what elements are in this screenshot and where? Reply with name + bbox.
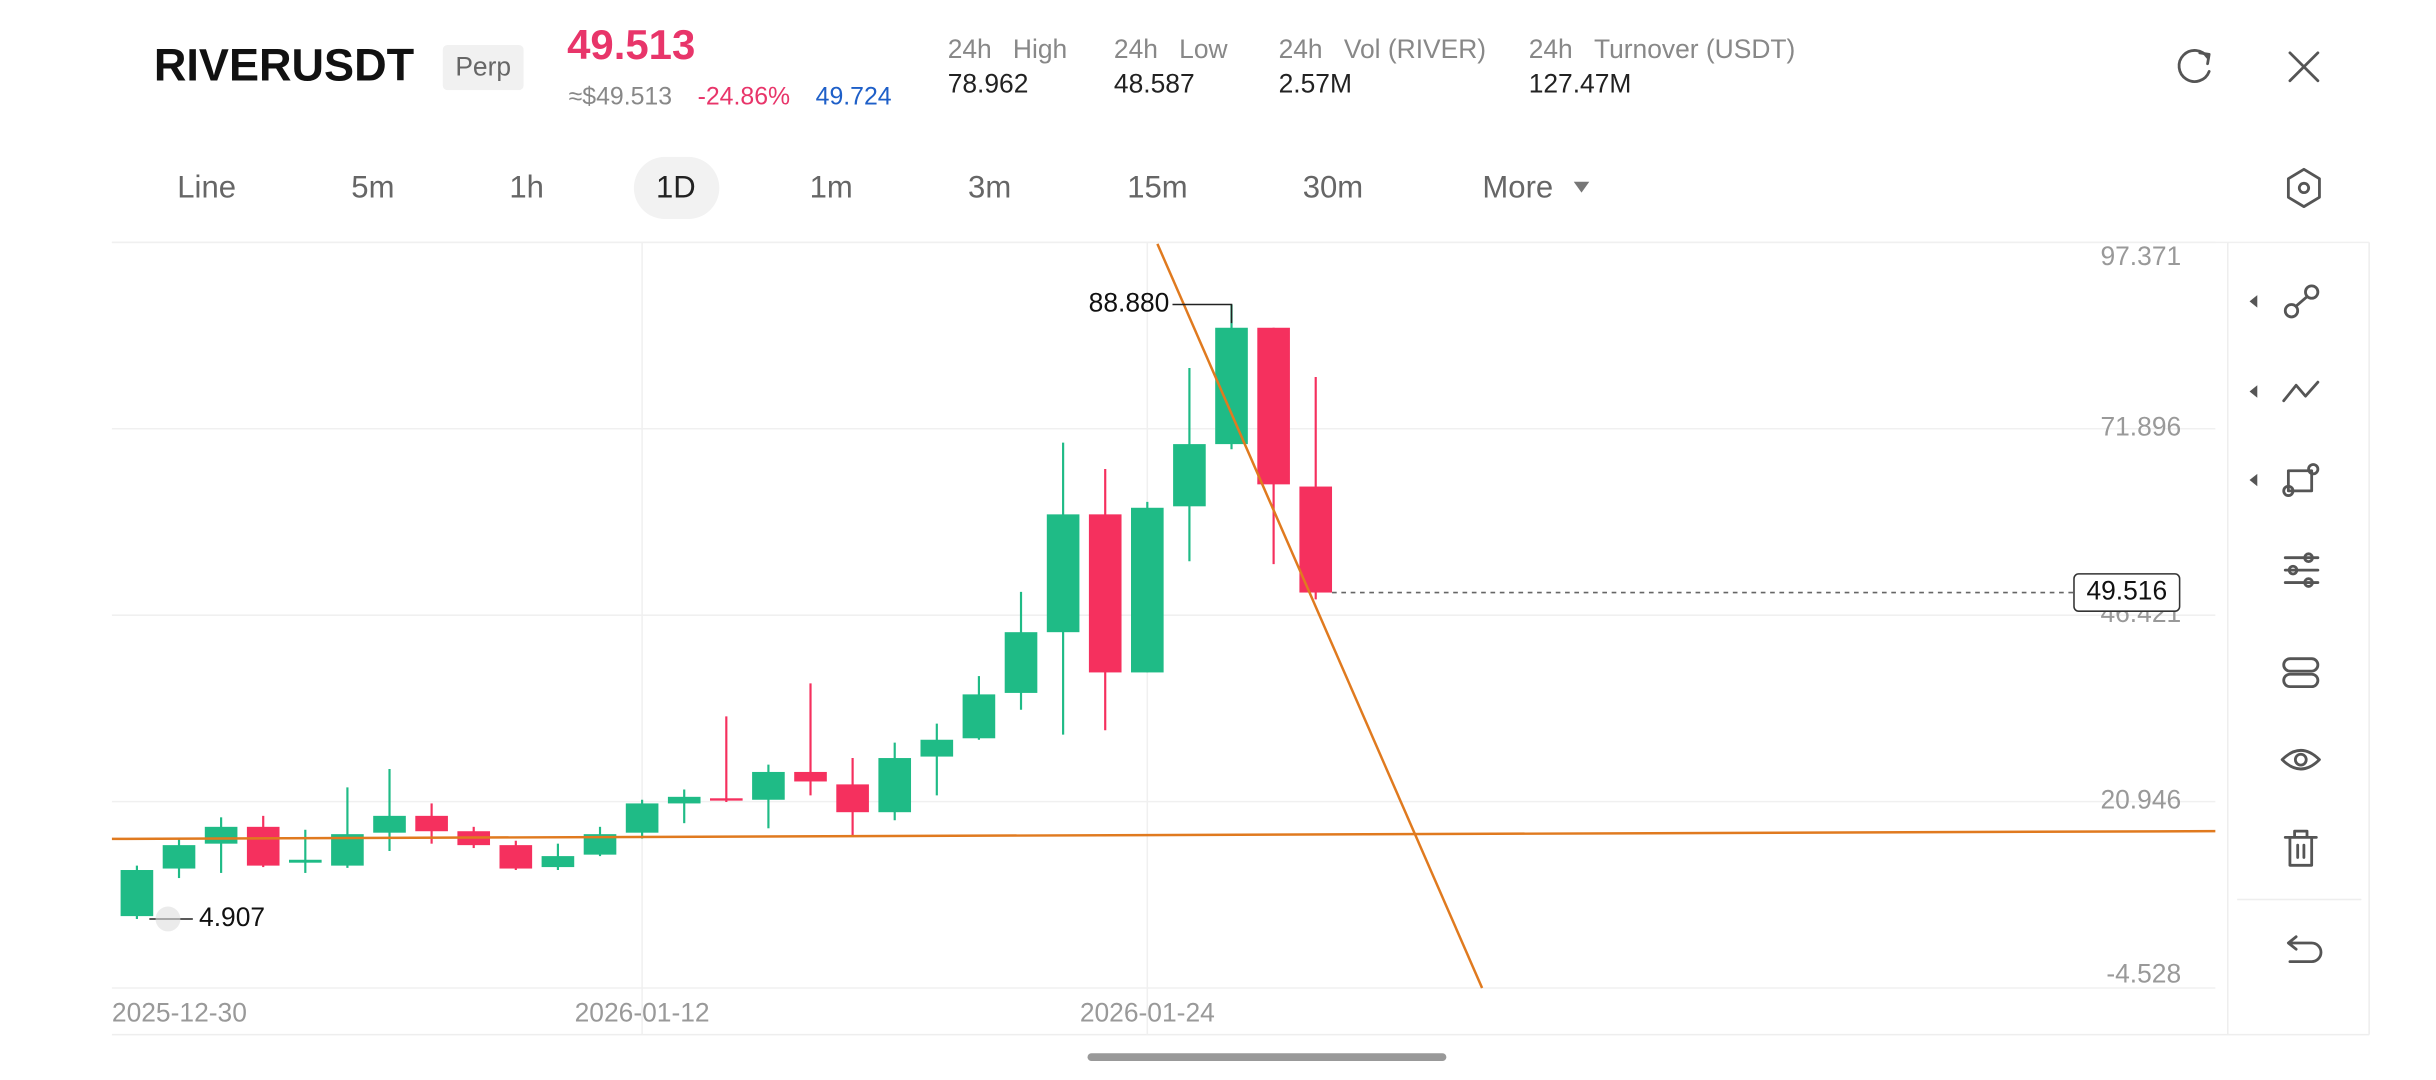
low-label: 4.907	[199, 902, 265, 932]
candle-body	[667, 796, 701, 804]
stat-period: 24h	[1279, 34, 1323, 64]
timeframe-tab[interactable]: 1m	[810, 170, 853, 205]
candle-body	[752, 771, 785, 800]
low-label-icon	[155, 906, 181, 932]
grid: -4.52820.94646.42171.89697.3712025-12-30…	[112, 241, 2216, 1035]
drawings[interactable]	[111, 243, 2216, 989]
toolbar	[2237, 284, 2362, 964]
candle-body	[583, 834, 617, 855]
timeframe-tab[interactable]: 1D	[656, 170, 696, 205]
timeframe-tab[interactable]: 15m	[1127, 170, 1187, 205]
candles	[120, 304, 1333, 919]
candle-body	[1004, 632, 1038, 693]
symbol[interactable]: RIVERUSDT	[154, 39, 415, 90]
stat-period: 24h	[1529, 34, 1573, 64]
mark-price: 49.724	[816, 83, 892, 110]
template-tool[interactable]	[2282, 657, 2320, 689]
toolbar-arrows	[2249, 295, 2258, 487]
high-label: 88.880	[1089, 287, 1170, 317]
last-price-tag-bg	[2073, 573, 2181, 612]
undo-tool[interactable]	[2286, 935, 2323, 964]
fib-tool[interactable]	[2282, 380, 2320, 403]
more-arrow[interactable]	[1573, 181, 1590, 193]
usd-price: ≈$49.513	[569, 83, 672, 110]
badge-bg	[442, 45, 524, 91]
shape-tool[interactable]	[2282, 463, 2320, 497]
y-tick-label: 71.896	[2100, 412, 2181, 442]
candle-body	[499, 845, 533, 869]
candle-body	[162, 845, 196, 869]
stat-value: 2.57M	[1279, 68, 1352, 98]
last-price-tag: 49.516	[2086, 576, 2167, 606]
candle-body	[962, 694, 996, 739]
candle-body	[373, 815, 406, 833]
timeframe-tab[interactable]: 3m	[968, 170, 1011, 205]
stat-value: 127.47M	[1529, 68, 1632, 98]
candle-body	[415, 815, 448, 832]
candle-body	[541, 856, 575, 868]
stat-period: 24h	[1114, 34, 1158, 64]
candle-body	[331, 834, 364, 866]
candle-body	[920, 739, 954, 757]
candle-body	[878, 758, 912, 813]
active-tab-bg	[633, 156, 720, 220]
y-tick-label: -4.528	[2106, 959, 2181, 989]
timeframe-tab[interactable]: 1h	[509, 170, 544, 205]
candle-body	[1257, 327, 1290, 485]
candle-body	[710, 798, 743, 801]
candle-body	[625, 803, 659, 833]
candle-body	[1299, 486, 1333, 593]
close-icon[interactable]	[2288, 51, 2320, 83]
candle-body	[1131, 507, 1164, 673]
x-tick-label: 2026-01-12	[575, 997, 710, 1027]
delete-tool[interactable]	[2283, 829, 2318, 867]
candle-body	[204, 826, 238, 844]
candle-body	[1088, 514, 1122, 673]
stat-period: 24h	[948, 34, 992, 64]
x-tick-label: 2025-12-30	[112, 997, 247, 1027]
timeframe-tabs: Line 5m 1h 1D 1m 3m 15m 30m More	[177, 170, 1553, 205]
timeframe-tab[interactable]: 30m	[1303, 170, 1363, 205]
indicator-tool[interactable]	[2283, 552, 2320, 588]
candle-body	[289, 859, 322, 863]
y-tick-label: 97.371	[2100, 241, 2181, 271]
overlay: 4.907 88.880 49.516	[149, 287, 2181, 932]
stat-label: Turnover (USDT)	[1594, 34, 1795, 64]
stats: 24h High 78.962 24h Low 48.587 24h Vol (RIVER) 2…	[948, 34, 1796, 98]
last-price: 49.513	[567, 21, 695, 68]
line-tool[interactable]	[2283, 284, 2320, 319]
high-label-leader	[1172, 303, 1233, 324]
refresh-icon[interactable]	[2177, 49, 2211, 83]
settings-icon[interactable]	[2286, 167, 2321, 209]
change: -24.86%	[698, 83, 791, 110]
candle-body	[1173, 444, 1206, 507]
stat-value: 48.587	[1114, 68, 1195, 98]
timeframe-tab[interactable]: Line	[177, 170, 236, 205]
y-tick-label: 20.946	[2100, 785, 2181, 815]
candle-body	[836, 784, 869, 813]
candle-body	[794, 771, 827, 782]
timeframe-tab[interactable]: 5m	[351, 170, 394, 205]
horizontal-trend-line[interactable]	[111, 829, 2216, 841]
badge: Perp	[455, 51, 511, 81]
stat-label: Low	[1179, 34, 1228, 64]
candle-body	[1046, 514, 1080, 633]
diagonal-trend-line[interactable]	[1156, 243, 1484, 989]
visibility-tool[interactable]	[2280, 748, 2321, 771]
timeframe-tab[interactable]: More	[1482, 170, 1553, 205]
stat-label: Vol (RIVER)	[1344, 34, 1486, 64]
stat-label: High	[1013, 34, 1067, 64]
x-tick-label: 2026-01-24	[1080, 997, 1215, 1027]
candle-body	[120, 870, 154, 917]
home-indicator[interactable]	[1087, 1053, 1447, 1062]
stat-value: 78.962	[948, 68, 1029, 98]
candle-body	[246, 826, 280, 866]
